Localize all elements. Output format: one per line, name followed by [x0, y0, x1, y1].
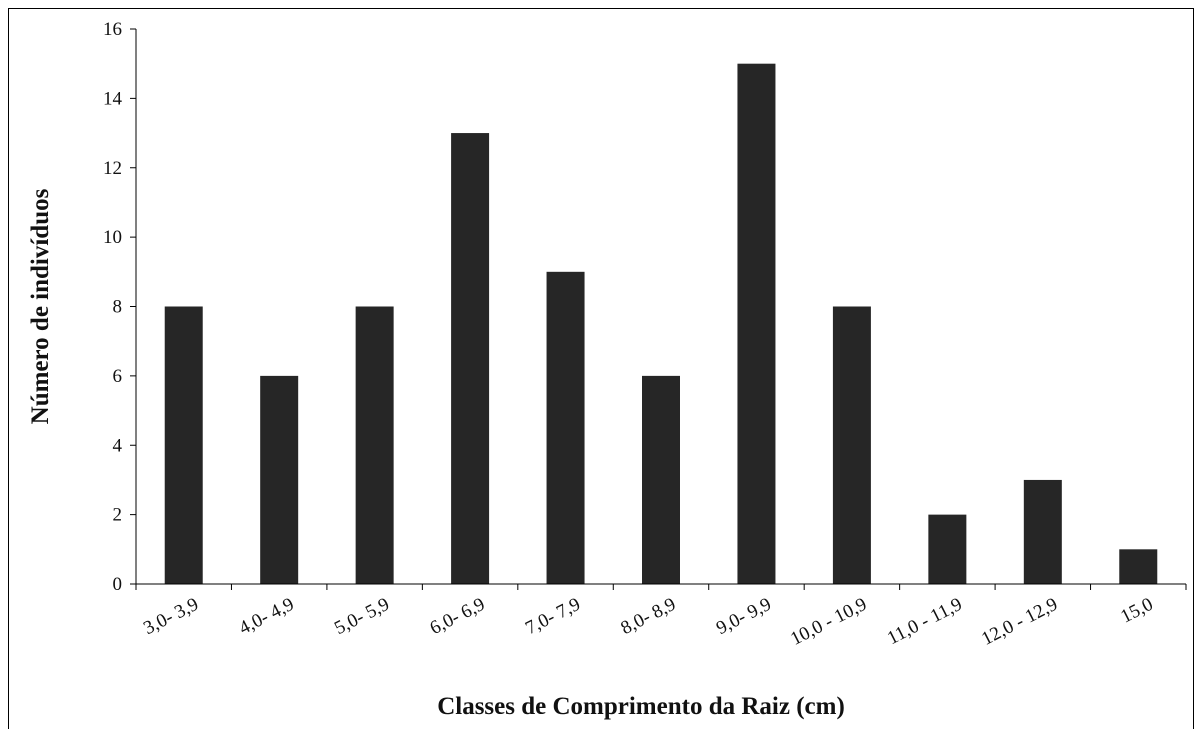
bar-0	[165, 307, 203, 585]
y-tick-label: 0	[113, 574, 123, 595]
x-axis-ticks: 3,0- 3,9 4,0- 4,9 5,0- 5,9 6,0- 6,9 7,0- 7,9…	[136, 584, 1186, 650]
y-tick-label: 4	[113, 435, 123, 456]
x-tick-label: 9,0- 9,9	[713, 594, 775, 639]
x-tick-label: 8,0- 8,9	[618, 594, 680, 639]
x-tick-label: 12,0 - 12,9	[978, 594, 1061, 650]
x-tick-label: 4,0- 4,9	[236, 594, 298, 639]
y-tick-label: 14	[103, 88, 123, 109]
y-axis-title: Número de indivíduos	[27, 188, 54, 424]
x-tick-label: 5,0- 5,9	[331, 594, 393, 639]
bar-6	[737, 64, 775, 584]
x-tick-label: 10,0 - 10,9	[787, 594, 870, 650]
bar-7	[833, 307, 871, 585]
bar-9	[1024, 480, 1062, 584]
x-tick-label: 7,0- 7,9	[522, 594, 584, 639]
y-tick-label: 6	[113, 366, 123, 387]
x-tick-label: 6,0- 6,9	[427, 594, 489, 639]
y-tick-label: 16	[103, 19, 122, 40]
y-tick-label: 2	[113, 505, 123, 526]
y-tick-label: 8	[113, 297, 123, 318]
y-tick-label: 12	[103, 158, 122, 179]
bar-2	[356, 307, 394, 585]
y-tick-label: 10	[103, 227, 122, 248]
bar-8	[928, 515, 966, 584]
x-axis-title: Classes de Comprimento da Raiz (cm)	[437, 693, 845, 720]
bar-3	[451, 133, 489, 584]
bar-5	[642, 376, 680, 584]
bar-10	[1119, 549, 1157, 584]
x-tick-label: 11,0 - 11,9	[884, 594, 966, 649]
bar-1	[260, 376, 298, 584]
x-tick-label: 3,0- 3,9	[140, 594, 202, 639]
x-tick-label: 15,0	[1117, 594, 1156, 628]
y-axis-ticks: 0 2 4 6 8 10 12 14 16	[103, 19, 136, 595]
bar-4	[547, 272, 585, 584]
bars	[165, 64, 1158, 584]
